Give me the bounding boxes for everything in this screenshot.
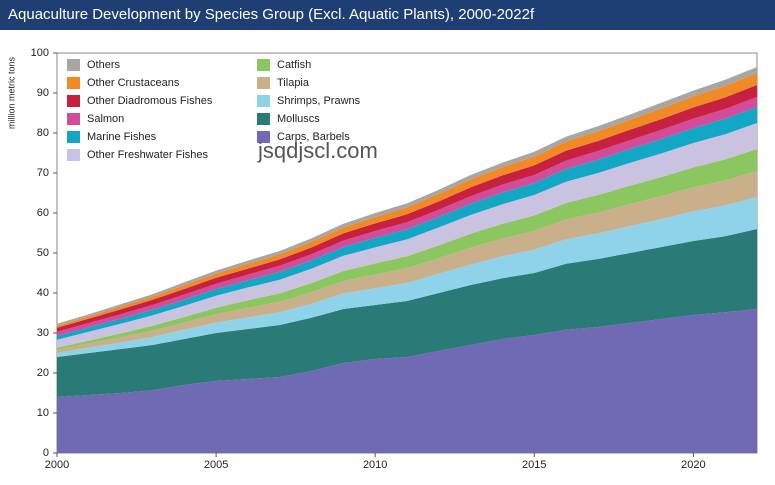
legend-swatch	[67, 95, 80, 107]
legend-swatch	[67, 77, 80, 89]
legend-swatch	[257, 95, 270, 107]
y-tick-label: 20	[37, 367, 49, 379]
area	[57, 85, 757, 332]
legend-label: Other Diadromous Fishes	[87, 95, 213, 107]
chart-title: Aquaculture Development by Species Group…	[8, 6, 535, 23]
y-tick-label: 70	[37, 167, 49, 179]
x-tick-label: 2015	[522, 459, 546, 471]
y-tick-label: 0	[43, 447, 49, 459]
y-tick-label: 30	[37, 327, 49, 339]
area	[57, 123, 757, 348]
y-tick-label: 80	[37, 127, 49, 139]
watermark: jsqdjscl.com	[257, 138, 378, 163]
legend-swatch	[67, 149, 80, 161]
legend-label: Tilapia	[277, 77, 310, 89]
area	[57, 149, 757, 350]
legend-swatch	[257, 131, 270, 143]
legend-label: Salmon	[87, 113, 124, 125]
legend-swatch	[67, 131, 80, 143]
x-tick-label: 2000	[45, 459, 69, 471]
x-tick-label: 2020	[681, 459, 705, 471]
legend-label: Others	[87, 59, 121, 71]
y-tick-label: 10	[37, 407, 49, 419]
legend-label: Molluscs	[277, 113, 320, 125]
legend-label: Marine Fishes	[87, 131, 157, 143]
legend-swatch	[257, 59, 270, 71]
area	[57, 67, 757, 326]
y-tick-label: 100	[31, 47, 49, 59]
legend-swatch	[257, 113, 270, 125]
y-axis-label: million metric tons	[6, 56, 16, 129]
area	[57, 73, 757, 328]
area	[57, 229, 757, 397]
y-tick-label: 50	[37, 247, 49, 259]
x-tick-label: 2010	[363, 459, 387, 471]
legend-label: Carps, Barbels	[277, 131, 350, 143]
area	[57, 97, 757, 336]
legend-label: Catfish	[277, 59, 311, 71]
area	[57, 171, 757, 353]
legend-swatch	[67, 113, 80, 125]
title-bar	[0, 0, 775, 30]
legend-label: Other Freshwater Fishes	[87, 149, 209, 161]
area	[57, 197, 757, 357]
legend-swatch	[67, 59, 80, 71]
y-tick-label: 90	[37, 87, 49, 99]
legend-label: Shrimps, Prawns	[277, 95, 361, 107]
y-tick-label: 40	[37, 287, 49, 299]
legend-label: Other Crustaceans	[87, 77, 180, 89]
y-tick-label: 60	[37, 207, 49, 219]
area	[57, 107, 757, 340]
legend-swatch	[257, 77, 270, 89]
area	[57, 309, 757, 453]
x-tick-label: 2005	[204, 459, 228, 471]
